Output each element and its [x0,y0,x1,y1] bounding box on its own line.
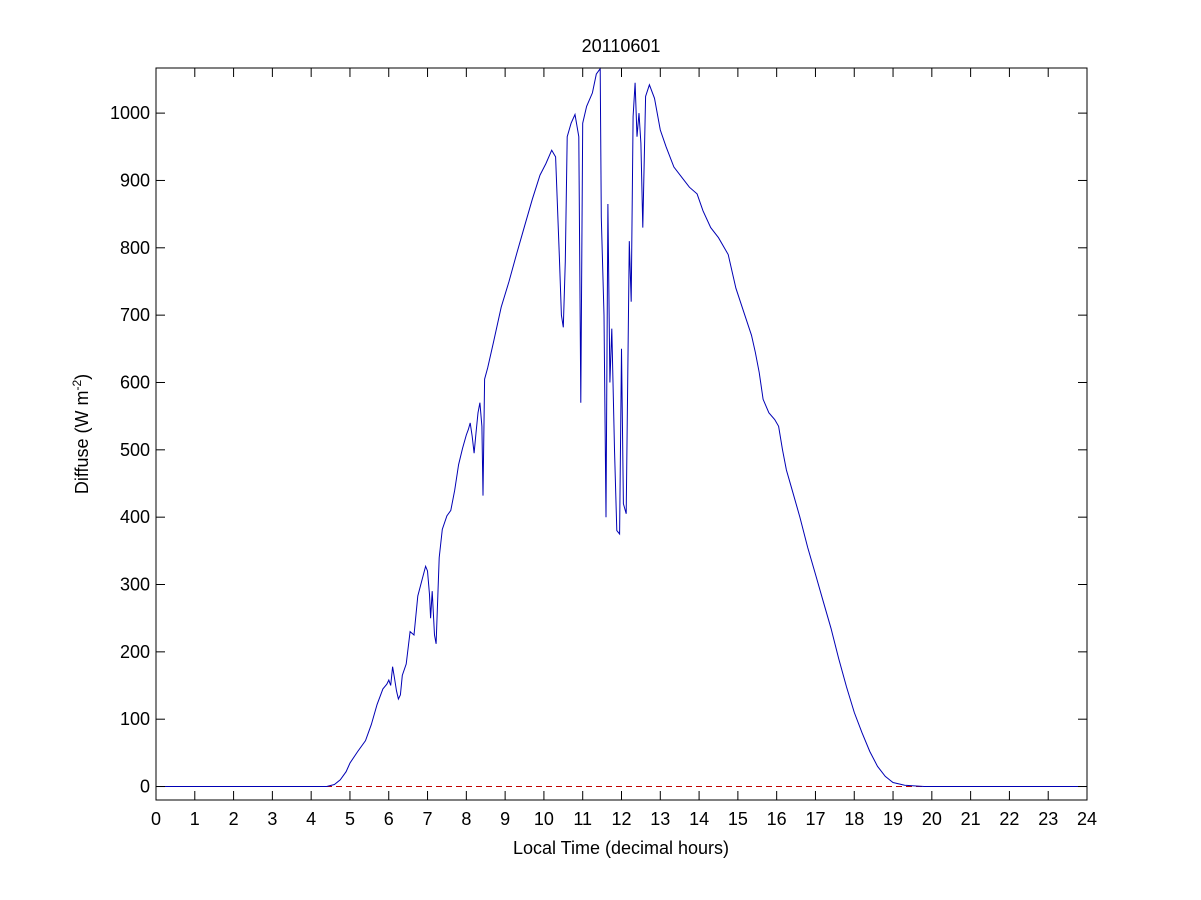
chart-title: 20110601 [582,36,661,56]
y-axis-label-superscript: -2 [70,379,84,390]
x-tick-label: 23 [1038,809,1058,829]
y-tick-label: 700 [120,305,150,325]
x-tick-label: 8 [461,809,471,829]
x-tick-label: 5 [345,809,355,829]
x-tick-label: 2 [229,809,239,829]
x-tick-label: 16 [767,809,787,829]
x-tick-label: 15 [728,809,748,829]
y-tick-label: 100 [120,709,150,729]
axes-frame [155,67,1088,801]
x-tick-label: 12 [611,809,631,829]
x-tick-label: 3 [267,809,277,829]
x-tick-label: 20 [922,809,942,829]
y-tick-label: 400 [120,507,150,527]
x-tick-label: 22 [999,809,1019,829]
y-tick-label: 0 [140,777,150,797]
x-tick-label: 4 [306,809,316,829]
x-tick-label: 11 [573,809,592,829]
x-tick-label: 14 [689,809,709,829]
y-tick-label: 300 [120,575,150,595]
x-tick-label: 6 [384,809,394,829]
x-tick-label: 18 [844,809,864,829]
y-axis-label-close: ) [72,374,92,380]
x-tick-label: 7 [423,809,433,829]
y-tick-label: 1000 [110,103,150,123]
x-tick-label: 13 [650,809,670,829]
y-tick-label: 200 [120,642,150,662]
y-tick-labels: 0 100 200 300 400 500 600 700 800 900 1000 [110,103,150,796]
x-tick-label: 24 [1077,809,1097,829]
x-tick-label: 1 [190,809,200,829]
x-tick-label: 10 [534,809,554,829]
x-tick-label: 21 [961,809,981,829]
y-tick-label: 600 [120,372,150,392]
x-tick-label: 17 [805,809,825,829]
x-axis-label: Local Time (decimal hours) [513,838,729,858]
x-tick-label: 19 [883,809,903,829]
y-tick-label: 500 [120,440,150,460]
x-tick-labels: 0 1 2 3 4 5 6 7 8 9 10 11 12 13 14 15 16 17 18 19 20 21 22 23 24 [151,809,1097,829]
y-tick-label: 800 [120,238,150,258]
y-axis-label: Diffuse (W m-2) [70,374,92,494]
series-line [156,67,1087,787]
plot-area [156,68,1087,800]
y-axis-label-main: Diffuse (W m [72,390,92,494]
x-tick-label: 0 [151,809,161,829]
plot-content [156,67,1087,788]
x-tick-label: 9 [500,809,510,829]
y-tick-label: 900 [120,170,150,190]
